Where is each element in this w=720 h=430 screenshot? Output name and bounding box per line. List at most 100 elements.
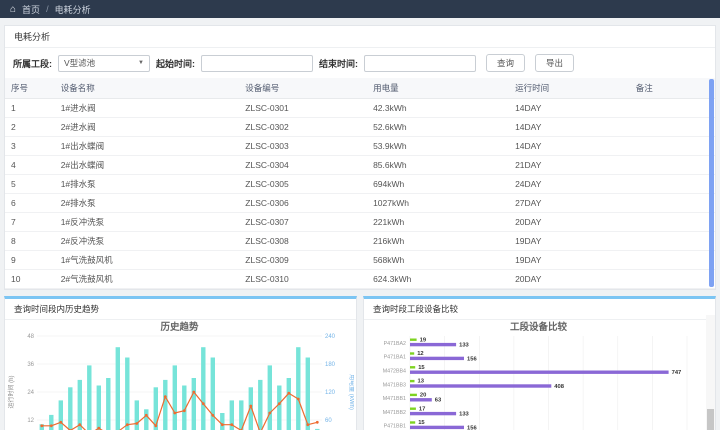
- table-cell: 694kWh: [367, 175, 509, 194]
- table-cell: 2#进水阀: [55, 118, 240, 137]
- table-cell: 27DAY: [509, 194, 630, 213]
- table-scrollbar[interactable]: [709, 79, 714, 287]
- history-trend-chart[interactable]: 01224364806012018024011/111/211/311/411/…: [5, 320, 354, 430]
- breadcrumb-home[interactable]: 首页: [22, 3, 40, 16]
- table-cell: ZLSC-0304: [239, 156, 367, 175]
- table-cell: 4: [5, 156, 55, 175]
- svg-text:12: 12: [417, 351, 423, 357]
- svg-text:工段设备比较: 工段设备比较: [510, 321, 568, 333]
- svg-text:M472BB4: M472BB4: [383, 369, 406, 375]
- table-cell: ZLSC-0305: [239, 175, 367, 194]
- section-select-value: V型滤池: [64, 57, 95, 69]
- power-analysis-panel: 电耗分析 所属工段: V型滤池 ▼ 起始时间: 结束时间: 查询 导出 序号设备…: [4, 25, 716, 290]
- svg-text:19: 19: [420, 337, 427, 343]
- table-cell: [630, 156, 715, 175]
- svg-text:运行时间 (h): 运行时间 (h): [7, 375, 15, 408]
- table-cell: 5: [5, 175, 55, 194]
- device-compare-header: 查询时段工段设备比较: [364, 299, 715, 320]
- svg-text:240: 240: [325, 334, 336, 340]
- svg-text:180: 180: [325, 362, 336, 368]
- table-header-row: 序号设备名称设备编号用电量运行时间备注: [5, 78, 715, 99]
- svg-text:P471BB1: P471BB1: [384, 424, 406, 430]
- svg-text:156: 156: [467, 356, 477, 362]
- table-row: 51#排水泵ZLSC-0305694kWh24DAY: [5, 175, 715, 194]
- svg-text:17: 17: [419, 406, 425, 412]
- svg-text:24: 24: [27, 390, 34, 396]
- table-cell: 624.3kWh: [367, 270, 509, 289]
- svg-text:P471BA2: P471BA2: [384, 341, 406, 347]
- table-body: 11#进水阀ZLSC-030142.3kWh14DAY22#进水阀ZLSC-03…: [5, 99, 715, 289]
- table-row: 71#反冲洗泵ZLSC-0307221kWh20DAY: [5, 213, 715, 232]
- table-cell: 568kWh: [367, 251, 509, 270]
- table-cell: [630, 251, 715, 270]
- table-cell: [630, 270, 715, 289]
- svg-text:M471BB2: M471BB2: [383, 410, 406, 416]
- svg-text:15: 15: [418, 365, 425, 371]
- breadcrumb-separator: /: [46, 4, 49, 14]
- column-header: 运行时间: [509, 78, 630, 99]
- table-cell: 1: [5, 99, 55, 118]
- table-cell: 14DAY: [509, 118, 630, 137]
- table-cell: 8: [5, 232, 55, 251]
- table-row: 102#气洗鼓风机ZLSC-0310624.3kWh20DAY: [5, 270, 715, 289]
- svg-text:48: 48: [27, 334, 34, 340]
- svg-text:用电量 (kWh): 用电量 (kWh): [348, 374, 354, 410]
- svg-text:133: 133: [459, 343, 469, 349]
- table-row: 62#排水泵ZLSC-03061027kWh27DAY: [5, 194, 715, 213]
- home-icon[interactable]: ⌂: [10, 4, 16, 15]
- svg-text:15: 15: [418, 420, 425, 426]
- table-cell: ZLSC-0310: [239, 270, 367, 289]
- column-header: 用电量: [367, 78, 509, 99]
- breadcrumb-current[interactable]: 电耗分析: [55, 3, 91, 16]
- history-trend-panel: 查询时间段内历史趋势 01224364806012018024011/111/2…: [4, 296, 357, 430]
- filter-bar: 所属工段: V型滤池 ▼ 起始时间: 结束时间: 查询 导出: [5, 48, 715, 78]
- panel-title: 电耗分析: [5, 26, 715, 48]
- table-row: 11#进水阀ZLSC-030142.3kWh14DAY: [5, 99, 715, 118]
- table-cell: 14DAY: [509, 137, 630, 156]
- table-cell: [630, 213, 715, 232]
- table-cell: 19DAY: [509, 251, 630, 270]
- device-compare-chart[interactable]: P471BA219133P471BA112156M472BB415747M471…: [364, 320, 713, 430]
- start-time-input[interactable]: [201, 55, 313, 72]
- svg-text:P471BA1: P471BA1: [384, 355, 406, 361]
- table-cell: 2#排水泵: [55, 194, 240, 213]
- svg-text:63: 63: [435, 398, 442, 404]
- table-cell: ZLSC-0303: [239, 137, 367, 156]
- table-cell: ZLSC-0308: [239, 232, 367, 251]
- device-table: 序号设备名称设备编号用电量运行时间备注 11#进水阀ZLSC-030142.3k…: [5, 78, 715, 289]
- table-cell: 14DAY: [509, 99, 630, 118]
- table-row: 82#反冲洗泵ZLSC-0308216kWh19DAY: [5, 232, 715, 251]
- table-cell: 9: [5, 251, 55, 270]
- svg-text:历史趋势: 历史趋势: [160, 321, 199, 333]
- svg-text:M471BB1: M471BB1: [383, 396, 406, 402]
- table-cell: 2: [5, 118, 55, 137]
- table-cell: ZLSC-0309: [239, 251, 367, 270]
- table-cell: 6: [5, 194, 55, 213]
- table-cell: ZLSC-0302: [239, 118, 367, 137]
- svg-text:13: 13: [418, 379, 425, 385]
- compare-vertical-scrollbar[interactable]: ▼: [706, 315, 715, 430]
- table-cell: 1#排水泵: [55, 175, 240, 194]
- device-compare-panel: 查询时段工段设备比较 P471BA2 19 133 P471BA1 12 156 M472B…: [363, 296, 716, 430]
- table-row: 42#出水蝶阀ZLSC-030485.6kWh21DAY: [5, 156, 715, 175]
- table-cell: 2#反冲洗泵: [55, 232, 240, 251]
- history-trend-header: 查询时间段内历史趋势: [5, 299, 356, 320]
- table-cell: 21DAY: [509, 156, 630, 175]
- device-table-wrap: 序号设备名称设备编号用电量运行时间备注 11#进水阀ZLSC-030142.3k…: [5, 78, 715, 289]
- section-select[interactable]: V型滤池 ▼: [58, 55, 150, 72]
- query-button[interactable]: 查询: [486, 54, 525, 72]
- charts-row: 查询时间段内历史趋势 01224364806012018024011/111/2…: [0, 296, 720, 430]
- section-label: 所属工段:: [13, 57, 52, 70]
- table-cell: 3: [5, 137, 55, 156]
- table-cell: [630, 194, 715, 213]
- svg-text:156: 156: [467, 425, 477, 430]
- compare-vscroll-thumb[interactable]: [707, 409, 714, 430]
- table-cell: 2#出水蝶阀: [55, 156, 240, 175]
- table-cell: 1#气洗鼓风机: [55, 251, 240, 270]
- column-header: 备注: [630, 78, 715, 99]
- svg-text:133: 133: [459, 412, 469, 418]
- table-cell: 1#出水蝶阀: [55, 137, 240, 156]
- export-button[interactable]: 导出: [535, 54, 574, 72]
- end-time-input[interactable]: [364, 55, 476, 72]
- table-cell: [630, 118, 715, 137]
